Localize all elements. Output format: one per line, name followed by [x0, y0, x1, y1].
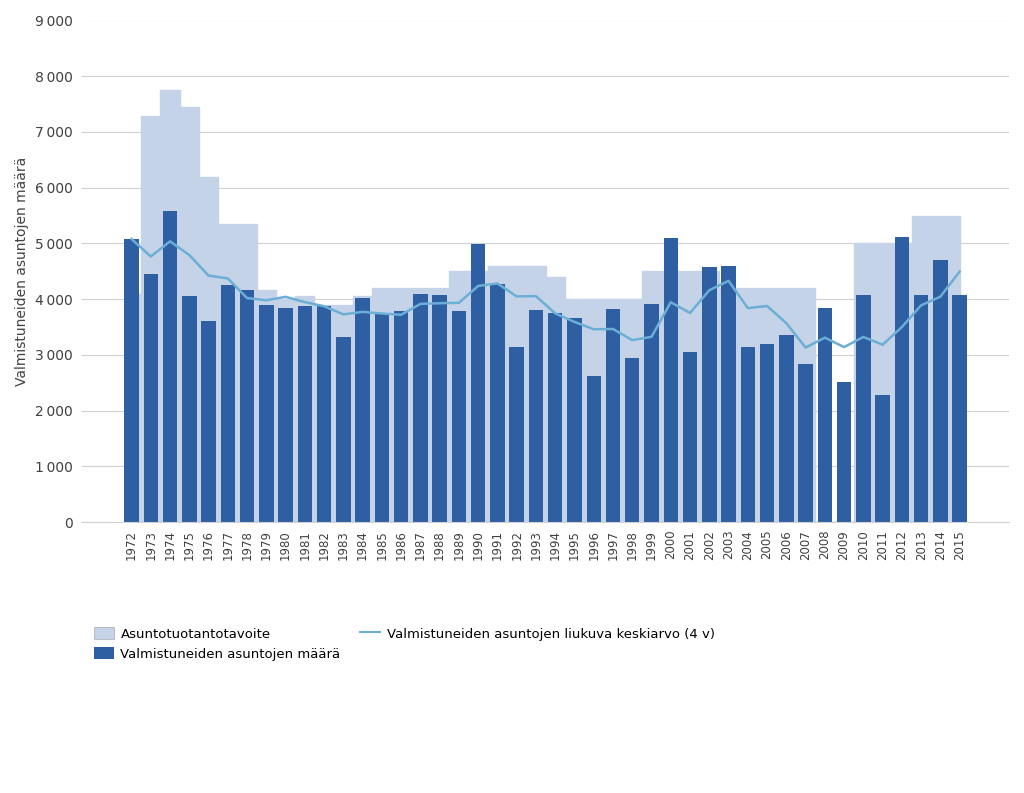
Bar [279, 308, 293, 522]
Y-axis label: Valmistuneiden asuntojen määrä: Valmistuneiden asuntojen määrä [15, 157, 29, 386]
Bar [336, 337, 350, 522]
Bar [837, 381, 851, 522]
Bar [876, 395, 890, 522]
Bar [856, 295, 870, 522]
Bar [779, 335, 794, 522]
Bar [913, 295, 929, 522]
Legend: Asuntotuotantotavoite, Valmistuneiden asuntojen määrä, Valmistuneiden asuntojen : Asuntotuotantotavoite, Valmistuneiden as… [89, 622, 720, 666]
Bar [721, 266, 736, 522]
Bar [202, 321, 216, 522]
Bar [952, 295, 967, 522]
Bar [355, 297, 370, 522]
Bar [606, 309, 621, 522]
Bar [452, 312, 466, 522]
Bar [394, 312, 409, 522]
Bar [143, 274, 158, 522]
Bar [740, 347, 755, 522]
Bar [933, 260, 947, 522]
Bar [567, 317, 582, 522]
Bar [124, 239, 138, 522]
Bar [817, 308, 833, 522]
Bar [510, 347, 524, 522]
Bar [490, 284, 505, 522]
Bar [760, 343, 774, 522]
Bar [316, 306, 332, 522]
Bar [182, 296, 197, 522]
Bar [664, 238, 678, 522]
Bar [259, 305, 273, 522]
Bar [548, 313, 562, 522]
Bar [625, 358, 639, 522]
Bar [413, 293, 428, 522]
Bar [528, 310, 543, 522]
Bar [895, 237, 909, 522]
Bar [644, 305, 658, 522]
Bar [298, 306, 312, 522]
Bar [163, 211, 177, 522]
Bar [432, 295, 446, 522]
Bar [702, 267, 717, 522]
Bar [683, 352, 697, 522]
Bar [220, 285, 236, 522]
Bar [240, 289, 254, 522]
Bar [587, 376, 601, 522]
Bar [375, 313, 389, 522]
Bar [799, 364, 813, 522]
Bar [471, 244, 485, 522]
